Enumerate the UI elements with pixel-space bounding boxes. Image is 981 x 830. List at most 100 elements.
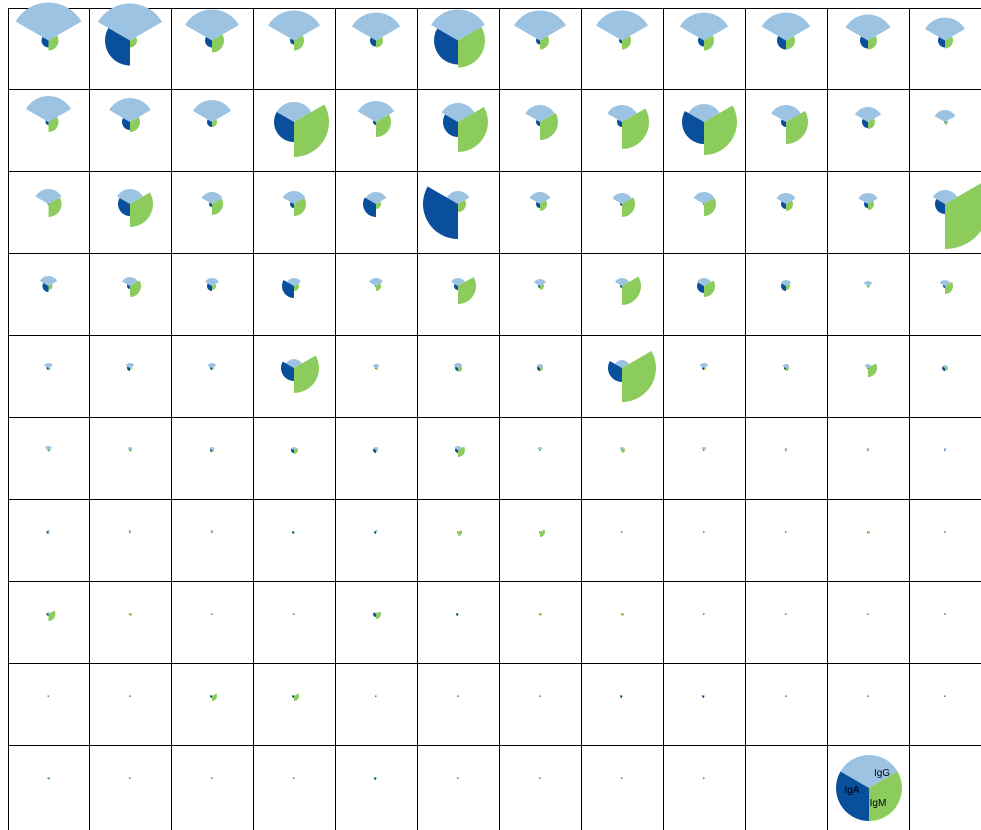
rose-cell (456, 694, 460, 698)
wedge-igg (457, 612, 459, 614)
wedge-igg (866, 448, 870, 450)
rose-cell (15, 2, 82, 51)
rose-cell (25, 95, 72, 132)
wedge-igg (619, 446, 625, 450)
rose-cell (620, 694, 624, 698)
wedge-igm (376, 449, 378, 452)
wedge-iga (46, 613, 49, 616)
legend-igm-wedge (869, 771, 903, 821)
wedge-iga (784, 613, 786, 615)
wedge-igg (693, 192, 715, 204)
wedge-igm (540, 777, 542, 780)
wedge-iga (620, 695, 622, 698)
wedge-iga (620, 449, 622, 451)
wedge-igm (540, 449, 542, 451)
wedge-igm (48, 367, 51, 370)
wedge-igm (704, 280, 716, 297)
rose-cell (369, 277, 383, 291)
rose-cell (697, 277, 716, 297)
wedge-iga (443, 114, 458, 137)
rose-cell (943, 612, 947, 616)
wedge-igm (786, 531, 788, 534)
wedge-iga (128, 449, 130, 451)
wedge-iga (538, 285, 540, 288)
wedge-iga (118, 198, 130, 216)
rose-cell (441, 103, 488, 152)
wedge-iga (207, 283, 212, 291)
rose-cell (210, 693, 217, 701)
wedge-igm (945, 613, 947, 616)
wedge-iga (292, 695, 294, 698)
rose-cell (943, 448, 947, 451)
wedge-iga (47, 777, 49, 779)
wedge-iga (126, 366, 130, 371)
rose-cell (280, 355, 319, 393)
wedge-igm (868, 201, 875, 210)
rose-cell (351, 12, 401, 48)
wedge-igm (376, 695, 378, 698)
wedge-igm (130, 531, 132, 534)
wedge-igm (130, 449, 132, 452)
wedge-igg (39, 276, 58, 286)
rose-cell (701, 446, 707, 451)
wedge-igg (943, 448, 947, 450)
wedge-igg (457, 530, 459, 532)
wedge-igg (357, 100, 395, 122)
wedge-igm (48, 284, 53, 290)
wedge-igm (294, 283, 299, 291)
wedge-iga (866, 367, 868, 369)
wedge-igg (129, 612, 131, 614)
wedge-igg (703, 612, 705, 614)
rose-cell (771, 105, 808, 144)
wedge-igg (369, 277, 383, 286)
wedge-igg (44, 363, 53, 368)
wedge-iga (943, 285, 945, 288)
rose-cell (451, 277, 477, 304)
wedge-iga (128, 613, 130, 615)
wedge-igg (845, 14, 891, 41)
wedge-iga (47, 695, 49, 697)
rose-cell (292, 693, 299, 701)
rose-cell (620, 776, 624, 780)
wedge-iga (697, 37, 704, 47)
wedge-igm (376, 777, 378, 780)
rose-cell (538, 529, 545, 537)
rose-cell (538, 694, 542, 698)
wedge-iga (941, 366, 945, 371)
rose-cell (612, 192, 636, 217)
wedge-igm (212, 531, 214, 534)
wedge-iga (121, 118, 130, 130)
rose-cell (128, 776, 132, 780)
wedge-igm (704, 777, 706, 780)
wedge-igg (621, 694, 623, 696)
wedge-igg (539, 530, 541, 532)
wedge-igg (374, 530, 378, 532)
wedge-igg (679, 12, 729, 41)
legend-igg-wedge (840, 754, 898, 788)
wedge-iga (943, 613, 945, 615)
wedge-igg (932, 190, 958, 204)
wedge-igg (607, 105, 637, 122)
rose-cell (866, 448, 870, 451)
wedge-igg (782, 364, 790, 368)
wedge-igm (294, 531, 296, 534)
wedge-igg (944, 612, 946, 614)
wedge-igm (294, 355, 319, 393)
wedge-igg (621, 612, 623, 614)
wedge-igg (15, 2, 82, 41)
rose-cell (782, 364, 790, 371)
wedge-iga (454, 284, 458, 290)
wedge-igm (704, 35, 714, 51)
rose-cell (784, 530, 788, 534)
wedge-igm (376, 37, 383, 48)
wedge-igg (454, 446, 462, 450)
wedge-iga (210, 449, 212, 452)
wedge-igm (540, 200, 547, 211)
wedge-iga (208, 202, 212, 207)
wedge-iga (777, 36, 786, 50)
wedge-igm (868, 363, 877, 377)
rose-cell (282, 277, 301, 298)
wedge-igm (622, 448, 626, 454)
wedge-igg (939, 279, 951, 286)
rose-cell (128, 530, 132, 534)
